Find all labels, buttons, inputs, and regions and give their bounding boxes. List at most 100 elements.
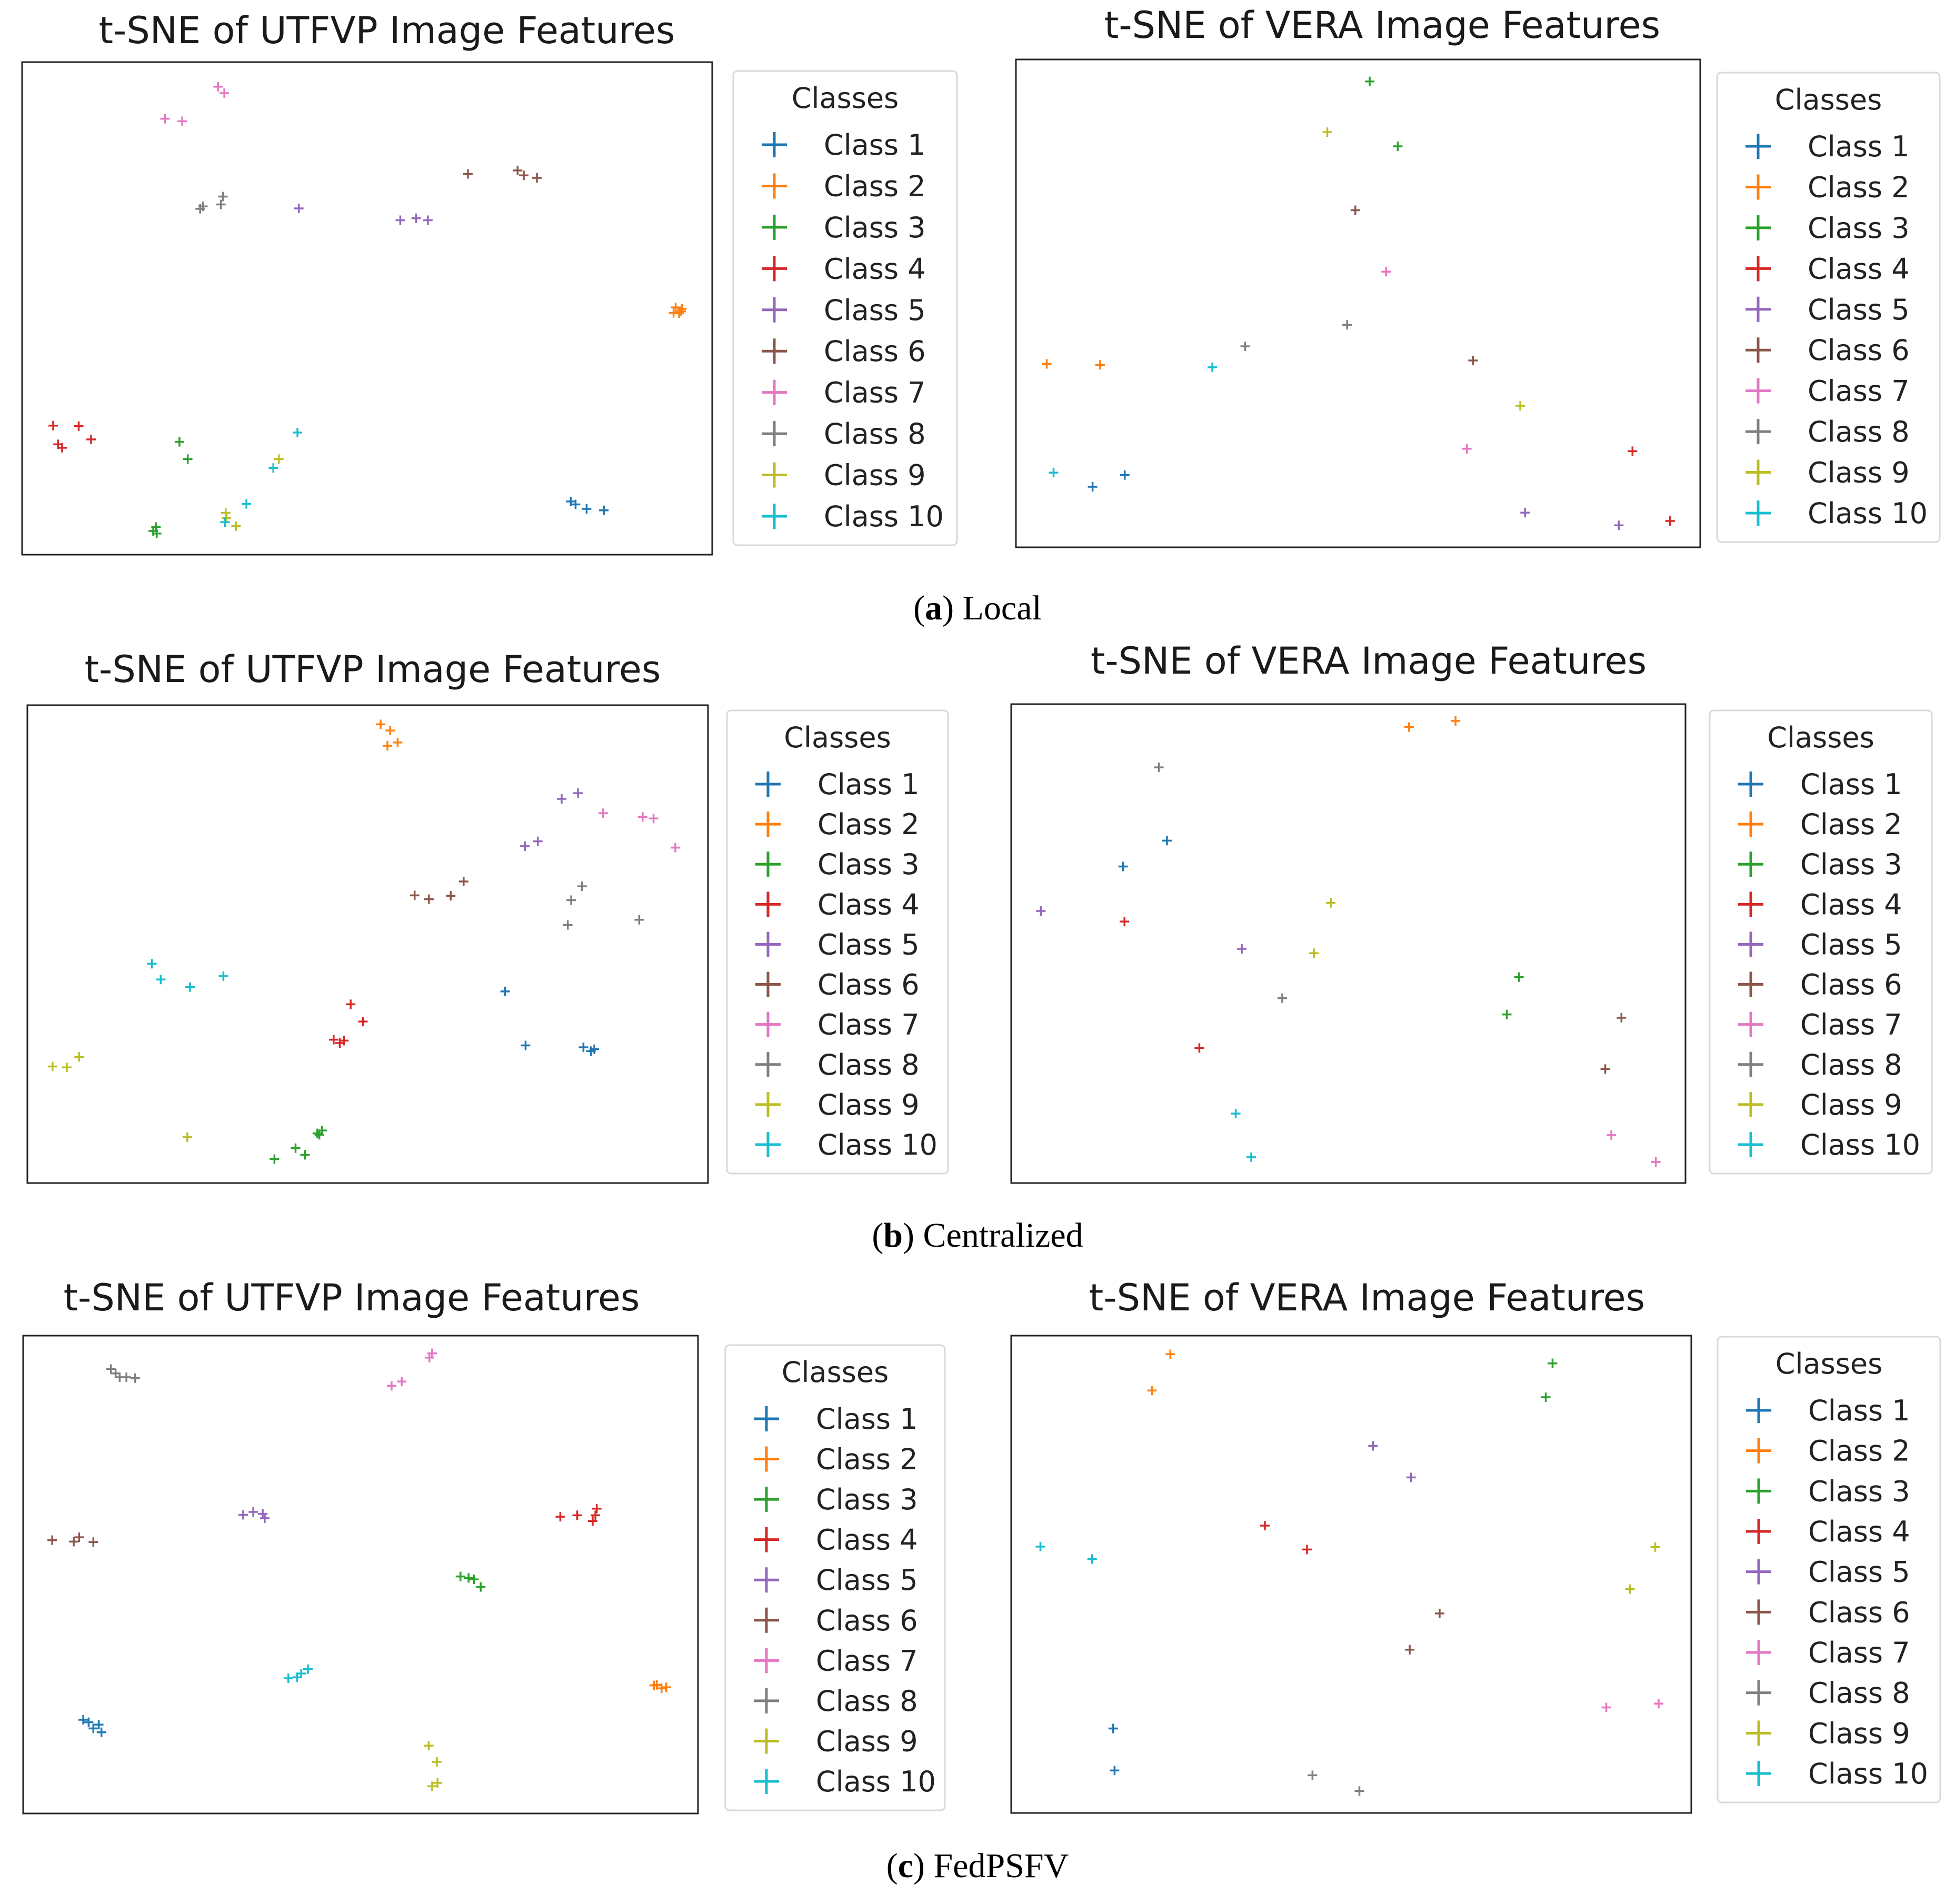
- series-class-3: [1541, 1358, 1558, 1402]
- legend-marker: [1746, 1599, 1771, 1625]
- legend-item-5: Class 5: [762, 294, 926, 327]
- data-point: [572, 1510, 582, 1520]
- legend-label: Class 6: [1808, 334, 1910, 367]
- legend-item-10: Class 10: [754, 1765, 936, 1798]
- legend-item-2: Class 2: [1746, 1435, 1910, 1468]
- data-point: [147, 959, 157, 969]
- legend-box: [1716, 72, 1941, 543]
- series-class-3: [1365, 76, 1403, 152]
- data-point: [346, 999, 356, 1009]
- data-point: [303, 1664, 313, 1674]
- data-point: [1617, 1013, 1627, 1023]
- series-class-10: [1049, 362, 1218, 478]
- legend-marker: [1745, 459, 1771, 485]
- legend-marker: [754, 1728, 779, 1754]
- legend-label: Class 9: [1808, 456, 1910, 489]
- data-point: [238, 1510, 248, 1520]
- legend-label: Class 3: [1800, 848, 1902, 881]
- legend-item-4: Class 4: [754, 1524, 918, 1557]
- data-point: [1147, 1386, 1157, 1396]
- data-point: [1365, 76, 1375, 86]
- legend-label: Class 3: [816, 1483, 918, 1516]
- legend-label: Class 7: [1808, 1636, 1910, 1669]
- data-point: [1042, 359, 1052, 369]
- legend-item-2: Class 2: [762, 169, 926, 203]
- data-point: [1625, 1584, 1635, 1594]
- data-point: [1240, 342, 1250, 352]
- legend-item-9: Class 9: [755, 1088, 920, 1121]
- data-point: [174, 437, 184, 447]
- data-point: [294, 203, 304, 213]
- legend: Classes Class 1 Class 2 Class 3 Class 4 Class…: [1717, 1336, 1941, 1803]
- data-point: [312, 1128, 322, 1138]
- data-point: [1548, 1358, 1558, 1368]
- data-point: [1354, 1786, 1364, 1796]
- legend-label: Class 10: [1808, 497, 1928, 530]
- legend-marker: [762, 379, 787, 405]
- legend-marker: [754, 1607, 779, 1633]
- legend-marker: [1746, 1720, 1771, 1746]
- data-point: [637, 812, 647, 822]
- chart-title: t-SNE of VERA Image Features: [1104, 4, 1660, 47]
- legend-marker: [762, 173, 787, 199]
- series-class-6: [1600, 1013, 1627, 1074]
- data-point: [1468, 355, 1478, 365]
- data-point: [1194, 1043, 1204, 1053]
- data-point: [216, 199, 226, 209]
- legend-label: Class 3: [824, 211, 926, 244]
- legend: Classes Class 1 Class 2 Class 3 Class 4 Class…: [726, 709, 949, 1175]
- legend-item-10: Class 10: [762, 500, 944, 533]
- data-point: [671, 303, 681, 313]
- data-point: [1520, 508, 1530, 518]
- legend-marker: [1738, 1091, 1763, 1117]
- legend-item-9: Class 9: [1738, 1088, 1902, 1121]
- legend-marker: [1746, 1680, 1771, 1706]
- legend-label: Class 1: [824, 128, 926, 162]
- data-point: [358, 1017, 368, 1027]
- legend-label: Class 4: [824, 252, 926, 285]
- data-point: [1308, 1770, 1318, 1780]
- data-point: [573, 788, 583, 798]
- legend-marker: [1738, 971, 1763, 997]
- data-point: [156, 975, 166, 985]
- series-class-10: [1231, 1109, 1256, 1162]
- data-point: [591, 1510, 601, 1520]
- data-point: [649, 814, 659, 824]
- data-point: [458, 877, 468, 887]
- data-point: [1462, 444, 1472, 454]
- data-point: [1368, 1441, 1378, 1451]
- series-class-3: [270, 1126, 327, 1164]
- data-point: [74, 1532, 84, 1542]
- data-point: [519, 171, 529, 181]
- data-point: [183, 454, 193, 464]
- data-point: [566, 895, 576, 905]
- legend-title: Classes: [782, 1356, 889, 1389]
- series-class-7: [1607, 1130, 1661, 1167]
- data-point: [1118, 861, 1128, 871]
- series-class-9: [1625, 1542, 1660, 1594]
- legend-item-3: Class 3: [1738, 848, 1902, 881]
- legend-item-7: Class 7: [1746, 1636, 1910, 1669]
- legend-label: Class 5: [824, 294, 926, 327]
- data-point: [533, 836, 543, 846]
- data-point: [446, 891, 456, 901]
- legend-marker: [762, 132, 787, 157]
- legend-item-4: Class 4: [1746, 1515, 1910, 1548]
- series-class-8: [563, 881, 644, 930]
- data-point: [661, 1682, 671, 1692]
- data-point: [328, 1035, 338, 1045]
- data-point: [395, 215, 405, 225]
- legend-label: Class 10: [1808, 1757, 1928, 1790]
- legend-label: Class 8: [817, 1048, 920, 1081]
- legend-item-1: Class 1: [1746, 1394, 1910, 1427]
- legend-label: Class 1: [1808, 130, 1910, 163]
- legend-marker: [762, 462, 787, 488]
- legend-item-3: Class 3: [754, 1483, 918, 1516]
- series-class-5: [520, 788, 583, 851]
- series-class-7: [160, 82, 230, 126]
- data-point: [1406, 1472, 1416, 1482]
- legend-item-10: Class 10: [1745, 497, 1928, 530]
- legend-label: Class 2: [1808, 1435, 1910, 1468]
- data-point: [1653, 1699, 1663, 1709]
- legend-box: [726, 709, 949, 1175]
